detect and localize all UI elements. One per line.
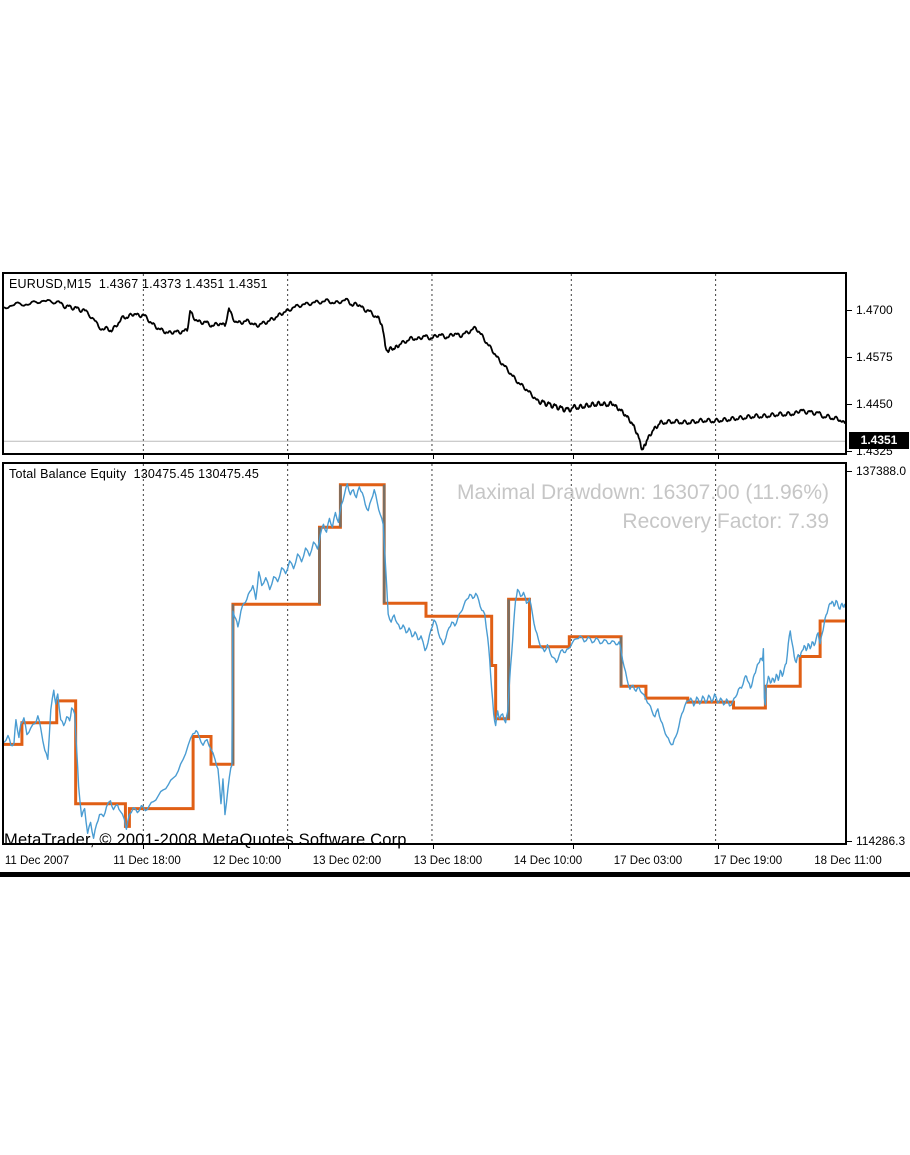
- x-axis-label: 11 Dec 2007: [4, 855, 70, 867]
- price-chart-title: EURUSD,M15 1.4367 1.4373 1.4351 1.4351: [9, 277, 268, 291]
- x-axis-label: 13 Dec 02:00: [312, 855, 382, 867]
- x-axis-label: 14 Dec 10:00: [513, 855, 583, 867]
- equity-bottom-tick: [288, 845, 289, 849]
- recovery-factor-text: Recovery Factor: 7.39: [622, 510, 829, 533]
- price-axis-tick: [847, 310, 852, 312]
- equity-axis-label: 137388.0: [856, 464, 907, 478]
- price-bottom-tick: [718, 455, 719, 459]
- x-axis-label: 11 Dec 18:00: [113, 855, 181, 867]
- price-axis-label: 1.4575: [856, 350, 893, 365]
- equity-chart-title: Total Balance Equity 130475.45 130475.45: [9, 467, 260, 481]
- maximal-drawdown-text: Maximal Drawdown: 16307.00 (11.96%): [457, 481, 829, 504]
- equity-axis-tick: [847, 841, 852, 843]
- stats-watermark: Maximal Drawdown: 16307.00 (11.96%) Reco…: [457, 478, 829, 536]
- price-axis-tick: [847, 404, 852, 406]
- equity-axis-label: 114286.3: [856, 834, 906, 849]
- copyright-footer: MetaTrader, © 2001-2008 MetaQuotes Softw…: [4, 831, 412, 849]
- price-chart-panel: EURUSD,M15 1.4367 1.4373 1.4351 1.4351: [2, 272, 847, 455]
- x-axis-label: 12 Dec 10:00: [212, 855, 282, 867]
- x-axis-label: 17 Dec 19:00: [713, 855, 783, 867]
- equity-chart-plot: [4, 464, 845, 843]
- bottom-bar: [0, 872, 910, 877]
- price-axis-label: 1.4700: [856, 303, 893, 318]
- x-axis-label: 18 Dec 11:00: [814, 855, 882, 867]
- equity-axis-tick: [847, 471, 852, 472]
- price-axis-tick: [847, 451, 852, 453]
- price-bottom-tick: [143, 455, 144, 459]
- x-axis-label: 17 Dec 03:00: [613, 855, 683, 867]
- price-bottom-tick: [288, 455, 289, 459]
- price-bottom-tick: [573, 455, 574, 459]
- price-axis-tick: [847, 357, 852, 359]
- price-axis-label: 1.4450: [856, 397, 893, 412]
- bid-price-box: 1.4351: [849, 432, 909, 450]
- price-chart-plot: [4, 274, 845, 453]
- equity-bottom-tick: [718, 845, 719, 849]
- equity-chart-panel: Total Balance Equity 130475.45 130475.45…: [2, 462, 847, 845]
- equity-bottom-tick: [433, 845, 434, 849]
- x-axis-label: 13 Dec 18:00: [413, 855, 483, 867]
- bid-price-label: 1.4351: [860, 433, 898, 448]
- price-bottom-tick: [433, 455, 434, 459]
- equity-bottom-tick: [143, 845, 144, 849]
- equity-bottom-tick: [573, 845, 574, 849]
